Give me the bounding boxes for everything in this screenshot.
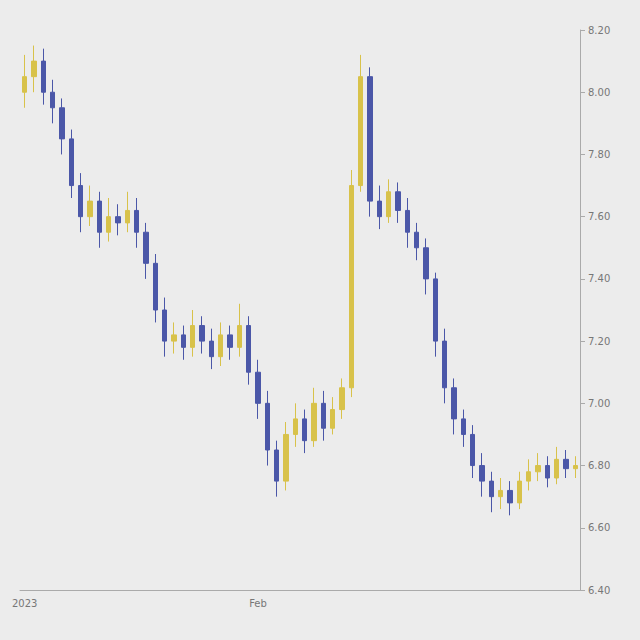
svg-text:6.40: 6.40: [588, 585, 610, 596]
svg-text:7.40: 7.40: [588, 273, 610, 284]
svg-text:7.20: 7.20: [588, 336, 610, 347]
svg-text:6.80: 6.80: [588, 460, 610, 471]
svg-text:7.60: 7.60: [588, 211, 610, 222]
svg-text:7.80: 7.80: [588, 149, 610, 160]
svg-text:Feb: Feb: [249, 598, 267, 609]
svg-text:2023: 2023: [12, 598, 37, 609]
svg-text:6.60: 6.60: [588, 522, 610, 533]
svg-text:7.00: 7.00: [588, 398, 610, 409]
svg-text:8.20: 8.20: [588, 25, 610, 36]
svg-text:8.00: 8.00: [588, 87, 610, 98]
